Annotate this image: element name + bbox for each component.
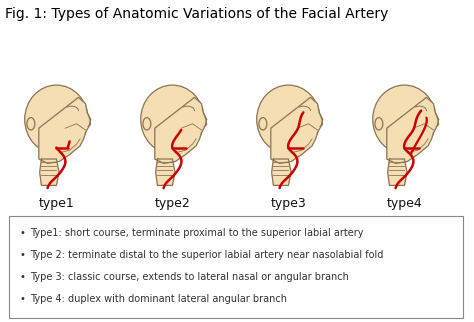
Polygon shape: [155, 97, 207, 163]
Polygon shape: [40, 159, 59, 185]
Polygon shape: [272, 159, 291, 185]
Text: type1: type1: [38, 197, 74, 210]
Text: type2: type2: [155, 197, 190, 210]
Polygon shape: [387, 97, 439, 163]
Text: Type 4: duplex with dominant lateral angular branch: Type 4: duplex with dominant lateral ang…: [30, 294, 287, 304]
Ellipse shape: [373, 85, 436, 154]
Text: •: •: [20, 228, 26, 238]
Text: •: •: [20, 294, 26, 304]
Ellipse shape: [141, 85, 204, 154]
Text: •: •: [20, 250, 26, 260]
Polygon shape: [388, 159, 407, 185]
Text: Type 2: terminate distal to the superior labial artery near nasolabial fold: Type 2: terminate distal to the superior…: [30, 250, 383, 260]
Polygon shape: [39, 97, 91, 163]
Polygon shape: [271, 97, 323, 163]
Text: type4: type4: [386, 197, 422, 210]
Ellipse shape: [25, 85, 88, 154]
Ellipse shape: [143, 118, 151, 130]
Text: Fig. 1: Types of Anatomic Variations of the Facial Artery: Fig. 1: Types of Anatomic Variations of …: [5, 7, 388, 21]
Text: type3: type3: [271, 197, 306, 210]
Ellipse shape: [375, 118, 383, 130]
Ellipse shape: [259, 118, 267, 130]
Text: Type1: short course, terminate proximal to the superior labial artery: Type1: short course, terminate proximal …: [30, 228, 364, 238]
Ellipse shape: [27, 118, 35, 130]
Text: •: •: [20, 272, 26, 282]
Text: Type 3: classic course, extends to lateral nasal or angular branch: Type 3: classic course, extends to later…: [30, 272, 349, 282]
Ellipse shape: [257, 85, 320, 154]
Polygon shape: [155, 159, 175, 185]
FancyBboxPatch shape: [9, 216, 463, 318]
